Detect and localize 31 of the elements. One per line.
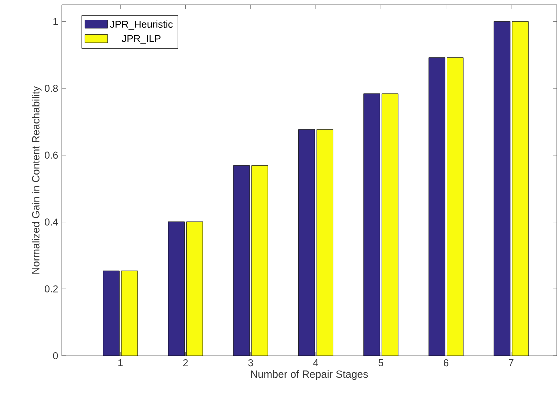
- bar: [494, 22, 511, 356]
- bar: [512, 22, 529, 356]
- bar: [428, 58, 446, 356]
- bar: [316, 129, 334, 356]
- y-tick-label: 0.8: [45, 85, 58, 92]
- y-tick-label: 0.6: [45, 152, 58, 159]
- bar: [382, 94, 399, 356]
- legend-label: JPR_Heuristic: [110, 20, 173, 30]
- y-tick-label: 1: [54, 18, 58, 26]
- x-tick-label: 7: [509, 360, 514, 366]
- x-tick-label: 4: [313, 360, 318, 366]
- bar: [103, 270, 120, 356]
- y-tick-label: 0.4: [45, 218, 58, 226]
- bar: [233, 166, 250, 356]
- legend-label: JPR_ILP: [122, 35, 161, 44]
- bar: [186, 222, 204, 356]
- bar: [252, 166, 268, 356]
- y-tick-label: 0.2: [45, 286, 58, 293]
- bar: [364, 94, 380, 356]
- y-tick-label: 0: [53, 352, 58, 360]
- y-axis-title: Normalized Gain in Content Reachability: [32, 86, 42, 274]
- x-tick-label: 1: [118, 360, 123, 366]
- bar: [168, 222, 185, 356]
- x-tick-label: 5: [378, 360, 384, 366]
- x-tick-label: 3: [248, 360, 254, 367]
- bar: [298, 129, 316, 356]
- x-tick-label: 6: [444, 360, 449, 367]
- x-tick-label: 2: [183, 360, 188, 366]
- x-axis-title: Number of Repair Stages: [251, 370, 368, 380]
- bar: [447, 58, 464, 356]
- bar: [121, 270, 138, 356]
